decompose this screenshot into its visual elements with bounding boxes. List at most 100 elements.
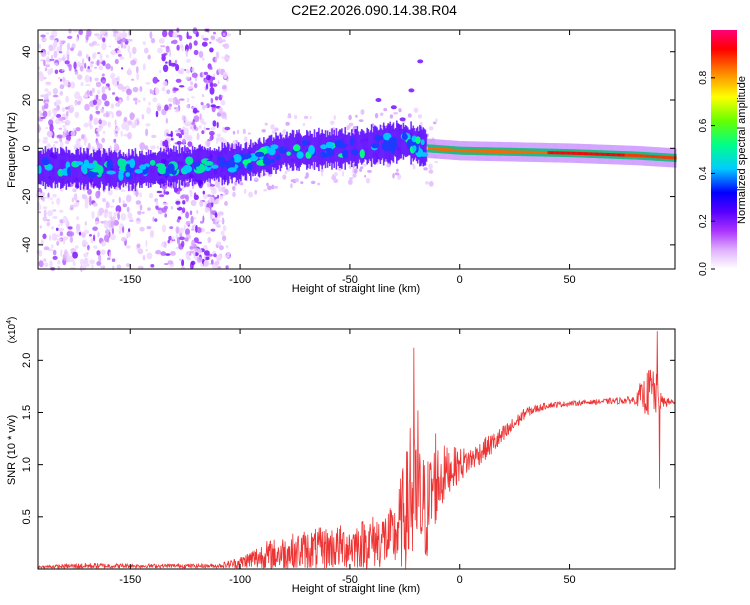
noise-point	[66, 252, 70, 260]
band-line-core	[586, 152, 588, 156]
band-segment	[403, 126, 406, 156]
noise-point	[189, 210, 193, 216]
band-blob	[417, 59, 424, 64]
noise-point	[149, 89, 152, 94]
band-line-core	[528, 150, 531, 154]
noise-point	[180, 67, 185, 74]
noise-point	[224, 255, 230, 259]
band-line-core	[569, 151, 572, 155]
noise-point	[84, 221, 87, 226]
band-line-core	[567, 151, 569, 155]
band-line-core	[560, 151, 563, 155]
band-line-core	[584, 152, 587, 156]
noise-point	[110, 50, 117, 56]
noise-point	[222, 235, 227, 242]
band-line-core	[570, 151, 573, 155]
noise-point	[95, 105, 99, 111]
noise-point	[53, 50, 58, 59]
noise-point	[191, 239, 196, 248]
noise-point	[118, 196, 121, 204]
x-tick-label: 50	[563, 274, 575, 286]
noise-point	[41, 105, 45, 111]
noise-point	[120, 130, 123, 137]
noise-point	[203, 105, 208, 108]
band-line-core	[553, 151, 555, 155]
noise-point	[122, 29, 126, 36]
band-segment	[397, 123, 399, 161]
noise-point	[77, 74, 83, 80]
noise-point	[86, 68, 92, 73]
band-line-core	[490, 149, 493, 153]
band-segment	[257, 139, 260, 177]
noise-point	[224, 54, 230, 62]
band-segment	[73, 154, 75, 183]
band-line-core	[472, 149, 475, 153]
noise-point	[61, 40, 66, 43]
noise-point	[162, 64, 169, 73]
noise-point	[91, 87, 95, 94]
noise-point	[192, 27, 198, 35]
band-segment	[63, 150, 65, 186]
noise-point	[294, 114, 298, 120]
band-segment	[267, 137, 270, 173]
noise-point	[349, 177, 354, 180]
noise-point	[203, 259, 210, 267]
noise-point	[43, 209, 47, 218]
noise-point	[152, 76, 159, 84]
noise-point	[179, 258, 182, 261]
noise-point	[77, 101, 81, 105]
x-tick-label: -100	[229, 274, 251, 286]
band-segment	[379, 124, 382, 164]
noise-point	[190, 126, 192, 130]
noise-point	[198, 50, 204, 59]
noise-point	[129, 219, 134, 222]
y-tick-label: 0.5	[21, 509, 33, 524]
band-blob	[408, 88, 415, 93]
y-tick-label: 40	[21, 46, 33, 58]
noise-point	[87, 244, 90, 251]
noise-point	[40, 94, 45, 98]
noise-point	[348, 114, 352, 121]
noise-point	[212, 200, 219, 205]
band-line-core	[488, 149, 490, 153]
snr-multiplier: (x104)	[6, 317, 18, 344]
noise-point	[83, 243, 86, 247]
band-line-core	[521, 150, 523, 154]
band-segment	[354, 129, 356, 167]
noise-point	[56, 238, 62, 241]
noise-point	[137, 248, 144, 255]
band-line-core	[615, 153, 618, 157]
noise-point	[45, 63, 51, 66]
band-line-core	[660, 155, 663, 159]
noise-point	[75, 36, 79, 42]
noise-point	[84, 74, 90, 83]
band-line-core	[599, 152, 601, 156]
noise-point	[56, 241, 60, 246]
noise-point	[189, 189, 192, 194]
noise-point	[79, 258, 85, 266]
noise-point	[61, 57, 65, 61]
noise-point	[201, 94, 205, 98]
noise-point	[156, 190, 163, 194]
x-tick-label: -100	[229, 574, 251, 586]
band-line-core	[636, 154, 639, 158]
band-line-core	[563, 151, 565, 155]
noise-point	[185, 211, 190, 219]
band-line-core	[665, 155, 667, 159]
band-blob	[375, 134, 379, 143]
noise-point	[147, 207, 151, 211]
band-line-core	[539, 151, 542, 154]
noise-point	[44, 67, 48, 72]
noise-point	[106, 211, 113, 214]
noise-point	[304, 115, 309, 119]
noise-point	[170, 206, 174, 210]
noise-point	[104, 100, 110, 107]
band-line-core	[445, 148, 448, 152]
noise-point	[218, 68, 222, 73]
noise-point	[261, 129, 266, 133]
noise-point	[92, 226, 98, 231]
band-line-core	[559, 151, 562, 155]
noise-point	[248, 191, 254, 198]
band-segment	[110, 150, 113, 189]
noise-point	[44, 88, 49, 92]
